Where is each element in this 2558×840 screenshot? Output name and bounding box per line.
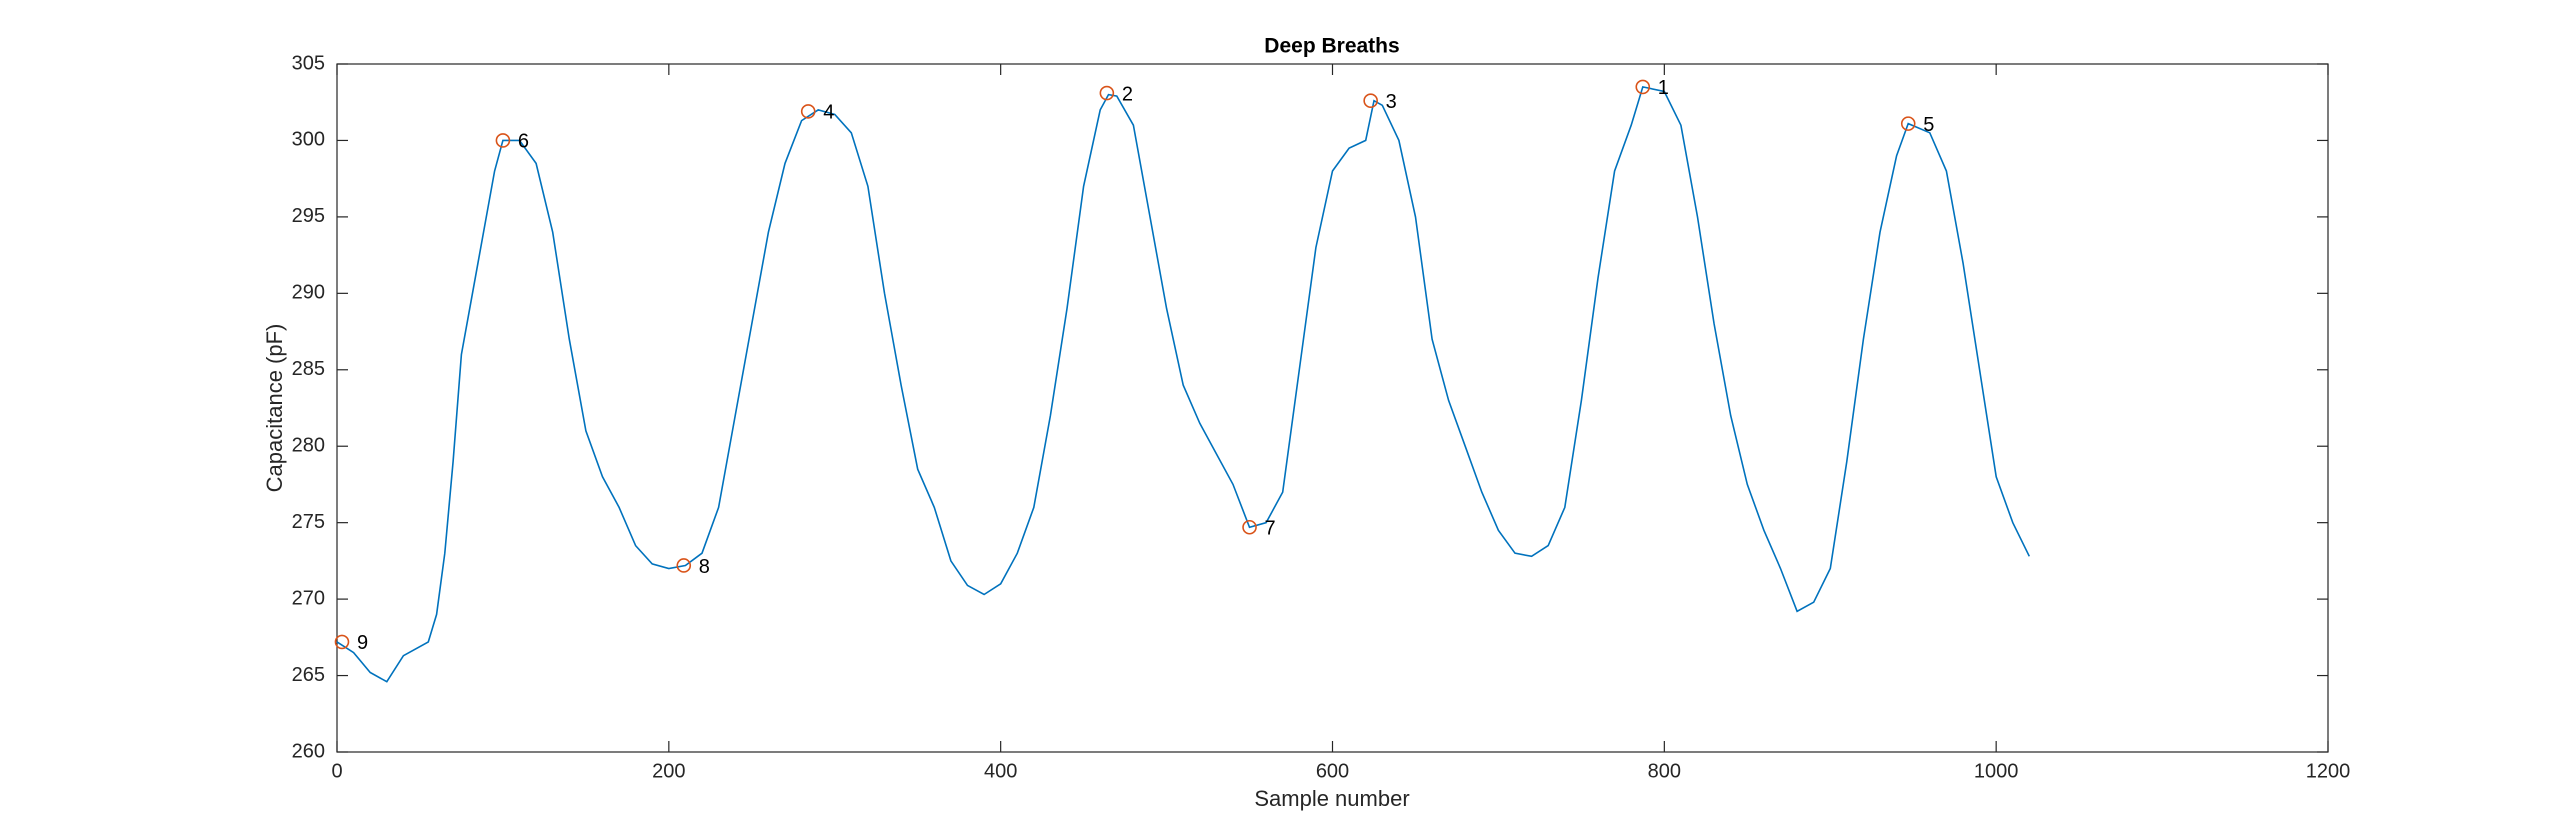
- y-tick-label: 270: [292, 587, 325, 609]
- y-tick-label: 300: [292, 129, 325, 151]
- peak-marker: [495, 133, 511, 148]
- y-tick-label: 290: [292, 282, 325, 304]
- x-tick-label: 800: [1648, 760, 1681, 782]
- peak-label: 4: [823, 102, 834, 124]
- x-tick-label: 600: [1316, 760, 1349, 782]
- y-tick-label: 260: [292, 740, 325, 762]
- x-tick-label: 1000: [1974, 760, 2019, 782]
- peak-marker: [1900, 116, 1916, 131]
- peak-marker: [676, 558, 692, 573]
- x-tick-label: 0: [331, 760, 342, 782]
- chart-title: Deep Breaths: [1264, 35, 1399, 58]
- data-line: [336, 85, 2031, 683]
- x-tick-label: 1200: [2306, 760, 2351, 782]
- peak-label: 2: [1122, 83, 1133, 105]
- y-tick-label: 275: [292, 511, 325, 533]
- peak-label: 9: [357, 632, 368, 654]
- y-axis-label: Capacitance (pF): [262, 324, 287, 493]
- x-tick-label: 200: [652, 760, 685, 782]
- peak-marker: [1242, 519, 1257, 535]
- peak-marker: [1099, 85, 1115, 101]
- x-axis-label: Sample number: [1254, 786, 1409, 811]
- peak-label: 7: [1265, 518, 1276, 540]
- peak-label: 8: [699, 556, 710, 578]
- y-tick-label: 295: [292, 205, 325, 227]
- y-tick-label: 265: [292, 664, 325, 686]
- peak-label: 5: [1923, 114, 1934, 136]
- y-tick-label: 280: [292, 435, 325, 457]
- y-tick-label: 285: [292, 358, 325, 380]
- y-tick-label: 305: [292, 52, 325, 74]
- peak-marker: [800, 104, 816, 119]
- peak-marker: [1635, 79, 1651, 95]
- peak-marker: [1363, 93, 1378, 108]
- peak-label: 3: [1386, 91, 1397, 113]
- peak-label: 1: [1658, 77, 1669, 99]
- peak-marker: [334, 634, 350, 650]
- peak-label: 6: [518, 131, 529, 153]
- x-tick-label: 400: [984, 760, 1017, 782]
